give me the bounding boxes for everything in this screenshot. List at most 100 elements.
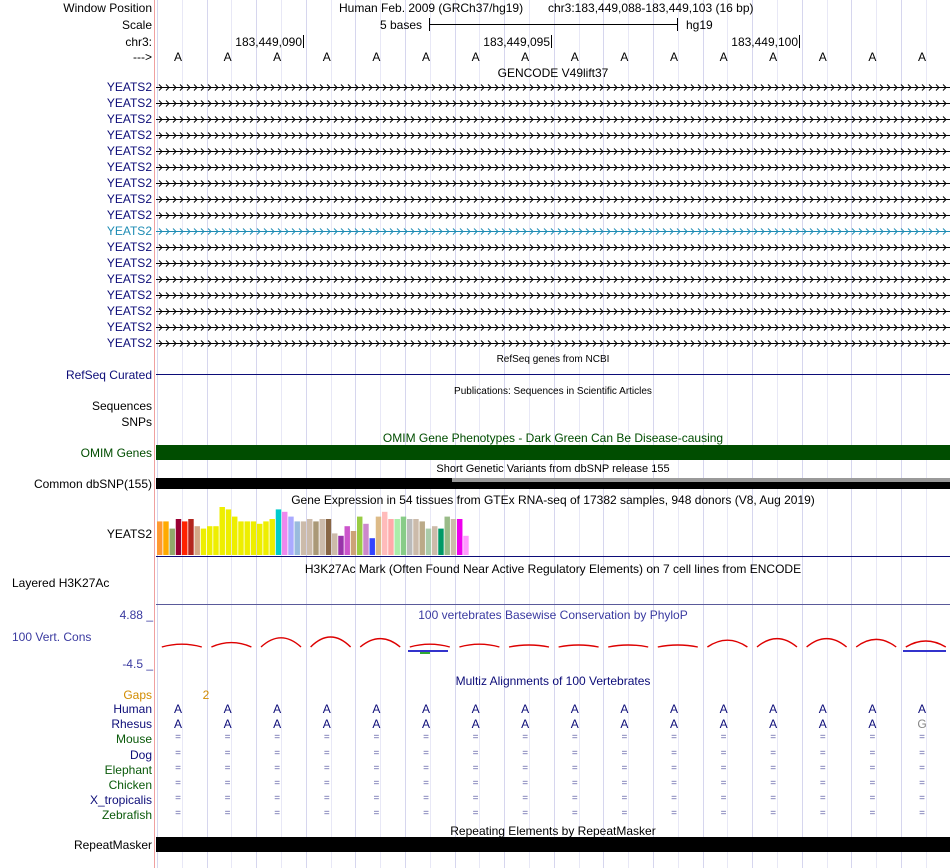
gencode-gene-label[interactable]: YEATS2 xyxy=(106,160,152,174)
gencode-gene-label[interactable]: YEATS2 xyxy=(106,80,152,94)
label-refseq-curated[interactable]: RefSeq Curated xyxy=(65,368,152,382)
aligned-base: = xyxy=(373,808,380,820)
species-label[interactable]: Rhesus xyxy=(111,717,152,732)
species-label[interactable]: Dog xyxy=(129,747,152,762)
gencode-gene-label[interactable]: YEATS2 xyxy=(106,176,152,190)
omim-gene-bar[interactable] xyxy=(156,445,950,460)
label-gaps[interactable]: Gaps xyxy=(123,688,152,702)
aligned-base: = xyxy=(819,732,826,744)
aligned-base: = xyxy=(423,808,429,820)
label-layered-h3k27ac[interactable]: Layered H3K27Ac xyxy=(12,576,110,590)
species-label[interactable]: Chicken xyxy=(108,778,152,792)
gtex-tissue-bar xyxy=(425,528,432,555)
phylop-score-mark xyxy=(707,639,748,648)
aligned-base: = xyxy=(720,808,727,820)
aligned-base: = xyxy=(919,762,925,774)
aligned-base: A xyxy=(818,717,827,732)
ruler-tick-label: 183,449,090 xyxy=(235,35,302,49)
phylop-score-mark xyxy=(508,644,550,648)
gencode-transcript-line[interactable] xyxy=(156,163,950,172)
gencode-transcript-line[interactable] xyxy=(156,179,950,188)
aligned-base: = xyxy=(522,762,529,774)
gencode-transcript-line[interactable] xyxy=(156,323,950,332)
gencode-gene-label[interactable]: YEATS2 xyxy=(106,192,152,206)
gencode-transcript-line[interactable] xyxy=(156,115,950,124)
gencode-gene-label[interactable]: YEATS2 xyxy=(106,128,152,142)
gencode-transcript-line[interactable] xyxy=(156,227,950,236)
gencode-transcript-line[interactable] xyxy=(156,195,950,204)
species-label[interactable]: Human xyxy=(113,702,152,716)
gencode-gene-label[interactable]: YEATS2 xyxy=(106,256,152,270)
gtex-tissue-bar xyxy=(225,509,232,555)
gencode-gene-label[interactable]: YEATS2 xyxy=(106,112,152,126)
gencode-transcript-line[interactable] xyxy=(156,131,950,140)
aligned-base: = xyxy=(671,778,677,789)
gencode-gene-label[interactable]: YEATS2 xyxy=(106,320,152,334)
species-label[interactable]: Elephant xyxy=(104,762,152,777)
base-letter: A xyxy=(521,50,530,64)
gencode-transcript-line[interactable] xyxy=(156,339,950,348)
gtex-tissue-bar xyxy=(244,521,250,555)
aligned-base: A xyxy=(372,702,381,716)
phylop-min-value: -4.5 _ xyxy=(122,657,153,671)
aligned-base: = xyxy=(770,732,777,744)
refseq-gene-line[interactable] xyxy=(156,374,950,375)
gtex-tissue-bar xyxy=(369,538,375,555)
gtex-tissue-bar xyxy=(332,533,338,555)
gencode-gene-label[interactable]: YEATS2 xyxy=(106,96,152,110)
gtex-tissue-bar xyxy=(300,521,307,555)
aligned-base: A xyxy=(917,702,926,716)
gencode-gene-label[interactable]: YEATS2 xyxy=(106,224,152,238)
gencode-transcript-line[interactable] xyxy=(156,307,950,316)
phylop-score-mark xyxy=(409,643,450,648)
aligned-base: = xyxy=(671,808,677,820)
gencode-gene-label[interactable]: YEATS2 xyxy=(106,240,152,254)
gencode-transcript-line[interactable] xyxy=(156,83,950,92)
repeatmasker-bar[interactable] xyxy=(156,837,950,852)
label-snps[interactable]: SNPs xyxy=(121,415,152,429)
aligned-base: = xyxy=(869,808,876,820)
gtex-tissue-bar xyxy=(238,521,244,555)
aligned-base: = xyxy=(274,747,281,759)
label-gtex-gene[interactable]: YEATS2 xyxy=(106,527,152,541)
aligned-base: = xyxy=(224,732,231,744)
gtex-tissue-bar xyxy=(382,511,388,555)
label-common-dbsnp[interactable]: Common dbSNP(155) xyxy=(33,477,152,491)
label-sequences[interactable]: Sequences xyxy=(91,399,152,413)
dbsnp-bar[interactable] xyxy=(156,478,950,489)
aligned-base: = xyxy=(224,778,231,789)
gencode-transcript-line[interactable] xyxy=(156,99,950,108)
gencode-transcript-line[interactable] xyxy=(156,243,950,252)
gtex-tissue-bar xyxy=(169,528,175,555)
gencode-gene-label[interactable]: YEATS2 xyxy=(106,304,152,318)
gencode-transcript-line[interactable] xyxy=(156,147,950,156)
aligned-base: = xyxy=(571,747,578,759)
label-chrom: chr3: xyxy=(125,35,152,49)
aligned-base: A xyxy=(521,702,530,716)
gencode-gene-label[interactable]: YEATS2 xyxy=(106,272,152,286)
aligned-base: = xyxy=(819,762,826,774)
gencode-gene-label[interactable]: YEATS2 xyxy=(106,288,152,302)
aligned-base: = xyxy=(472,732,479,744)
gencode-gene-label[interactable]: YEATS2 xyxy=(106,336,152,350)
species-label[interactable]: Mouse xyxy=(115,732,152,747)
gtex-tissue-bar xyxy=(182,521,188,555)
label-100-vert-cons[interactable]: 100 Vert. Cons xyxy=(12,630,92,644)
species-label[interactable]: Zebrafish xyxy=(101,808,152,823)
gencode-transcript-line[interactable] xyxy=(156,291,950,300)
phylop-score-mark xyxy=(310,636,352,648)
gencode-gene-label[interactable]: YEATS2 xyxy=(106,144,152,158)
label-omim-genes[interactable]: OMIM Genes xyxy=(80,446,152,460)
gencode-gene-label[interactable]: YEATS2 xyxy=(106,208,152,222)
aligned-base: = xyxy=(423,762,429,774)
gencode-transcript-line[interactable] xyxy=(156,259,950,268)
aligned-base: = xyxy=(571,808,578,820)
gencode-transcript-line[interactable] xyxy=(156,211,950,220)
aligned-base: A xyxy=(273,702,282,716)
label-repeatmasker[interactable]: RepeatMasker xyxy=(73,838,152,852)
species-label[interactable]: X_tropicalis xyxy=(89,793,152,808)
gencode-transcript-line[interactable] xyxy=(156,275,950,284)
